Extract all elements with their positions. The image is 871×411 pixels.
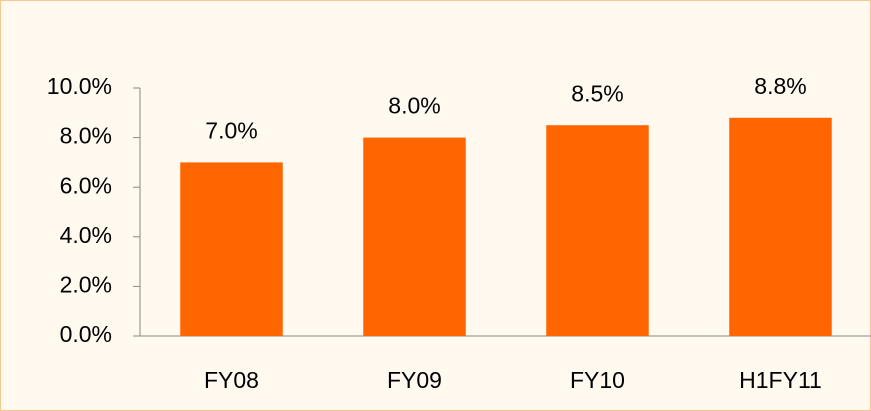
x-tick-label: FY08	[204, 367, 259, 393]
y-tick-label: 0.0%	[60, 321, 112, 347]
y-tick-label: 10.0%	[47, 73, 112, 99]
y-tick-label: 4.0%	[60, 222, 112, 248]
bar	[729, 117, 832, 336]
x-tick-label: H1FY11	[739, 367, 822, 393]
y-tick-label: 6.0%	[60, 172, 112, 198]
y-tick-label: 8.0%	[60, 123, 112, 149]
value-label: 8.8%	[754, 73, 806, 99]
bar	[363, 137, 466, 336]
x-tick-label: FY10	[570, 367, 625, 393]
x-tick-label: FY09	[387, 367, 442, 393]
bar	[546, 125, 649, 336]
y-tick-label: 2.0%	[60, 271, 112, 297]
value-label: 7.0%	[205, 117, 257, 143]
value-label: 8.0%	[388, 93, 440, 119]
value-label: 8.5%	[571, 80, 623, 106]
bar	[180, 162, 283, 336]
